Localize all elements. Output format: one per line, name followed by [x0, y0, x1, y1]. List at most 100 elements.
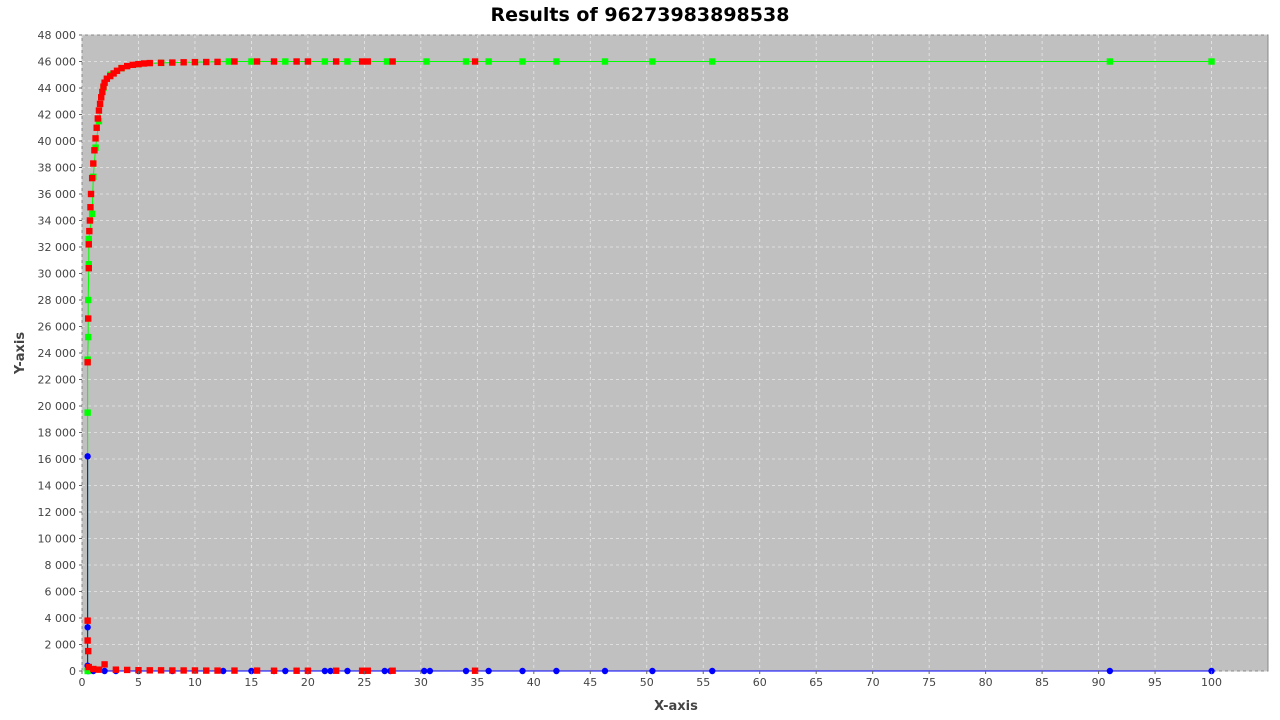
y-tick-label: 38 000	[38, 162, 77, 175]
y-tick-label: 22 000	[38, 374, 77, 387]
red-series-point	[110, 70, 117, 77]
red-series-point	[364, 667, 371, 674]
red-series-point	[88, 174, 96, 182]
blue-series-point	[219, 667, 227, 675]
red-series-point	[113, 67, 121, 74]
red-series-point	[101, 661, 108, 668]
red-series-point	[231, 58, 238, 65]
red-series-point	[85, 265, 92, 272]
x-tick-label: 50	[640, 676, 654, 689]
y-tick-label: 10 000	[38, 533, 77, 546]
red-series-point	[84, 637, 91, 644]
green-series-point	[423, 58, 430, 65]
x-tick-label: 0	[79, 676, 86, 689]
red-series-point	[146, 667, 153, 674]
x-axis-label: X-axis	[654, 699, 698, 714]
blue-series-point	[344, 667, 351, 675]
y-tick-label: 48 000	[38, 29, 77, 42]
red-series-point	[180, 59, 187, 66]
red-series-point	[84, 617, 91, 624]
y-axis-label: Y-axis	[13, 332, 28, 376]
blue-series-point	[426, 667, 434, 675]
x-tick-label: 85	[1035, 676, 1049, 689]
blue-series-point	[282, 667, 289, 675]
red-series-point	[304, 58, 312, 65]
green-series-point	[321, 58, 329, 65]
red-series-point	[87, 190, 95, 198]
green-series-point	[88, 210, 96, 218]
red-series-point	[169, 667, 176, 674]
blue-series-point	[421, 667, 428, 675]
red-series-point	[135, 60, 142, 68]
red-series-point	[100, 83, 107, 90]
green-series-point	[553, 58, 560, 65]
green-series-point	[601, 58, 609, 65]
red-series-point	[270, 667, 278, 674]
red-series-point	[191, 667, 199, 674]
red-series-point	[293, 58, 300, 65]
red-series-point	[91, 147, 98, 154]
green-series-point	[1106, 58, 1114, 65]
green-series-point	[85, 261, 92, 268]
red-series-point	[98, 94, 105, 101]
blue-series-point	[462, 667, 470, 675]
y-tick-label: 44 000	[38, 82, 77, 95]
plot-area	[81, 34, 1269, 672]
red-series-point	[93, 124, 100, 131]
red-series-point	[203, 58, 210, 66]
red-series-point	[304, 667, 312, 674]
x-tick-label: 70	[866, 676, 880, 689]
red-series-point	[123, 62, 131, 70]
x-tick-label: 55	[696, 676, 710, 689]
blue-series-point	[101, 667, 108, 675]
blue-series-point	[649, 667, 656, 675]
red-series-point	[87, 204, 94, 211]
y-tick-label: 20 000	[38, 400, 77, 413]
red-series-point	[92, 135, 99, 142]
green-series-point	[519, 58, 526, 65]
green-series-point	[282, 58, 289, 65]
y-tick-label: 36 000	[38, 188, 77, 201]
red-series-point	[253, 58, 261, 65]
red-series-point	[231, 667, 238, 674]
red-series-point	[214, 58, 221, 66]
y-tick-label: 8 000	[45, 559, 77, 572]
red-series-point	[146, 59, 153, 67]
red-series-point	[471, 58, 479, 65]
red-series-point	[358, 667, 366, 674]
red-series-point	[107, 72, 114, 80]
y-tick-label: 12 000	[38, 506, 77, 519]
x-tick-label: 60	[753, 676, 767, 689]
red-series-point	[94, 115, 102, 122]
blue-series-point	[84, 453, 91, 460]
green-series-point	[85, 235, 92, 243]
blue-series-point	[601, 667, 609, 675]
blue-series-point	[485, 667, 492, 675]
red-series-point	[84, 359, 91, 366]
red-series-point	[90, 665, 97, 673]
red-series-point	[140, 60, 148, 67]
red-series-point	[112, 666, 120, 673]
red-series-point	[123, 666, 131, 674]
blue-series-point	[321, 667, 329, 675]
blue-series-point	[1106, 667, 1114, 675]
blue-series-point	[381, 667, 388, 675]
red-series-point	[96, 100, 104, 108]
y-tick-label: 4 000	[45, 612, 77, 625]
red-series-point	[85, 663, 92, 671]
red-series-point	[118, 64, 125, 72]
x-tick-label: 35	[470, 676, 484, 689]
red-series-point	[253, 667, 261, 674]
green-series-point	[248, 58, 255, 65]
x-tick-label: 10	[188, 676, 202, 689]
red-series-point	[332, 58, 340, 65]
y-tick-label: 18 000	[38, 427, 77, 440]
y-tick-label: 28 000	[38, 294, 77, 307]
red-series-point	[95, 666, 103, 673]
red-series-point	[293, 667, 300, 674]
red-series-point	[180, 667, 187, 674]
green-series-point	[709, 58, 716, 65]
blue-series-point	[84, 624, 91, 631]
x-tick-label: 80	[979, 676, 993, 689]
x-tick-label: 25	[357, 676, 371, 689]
